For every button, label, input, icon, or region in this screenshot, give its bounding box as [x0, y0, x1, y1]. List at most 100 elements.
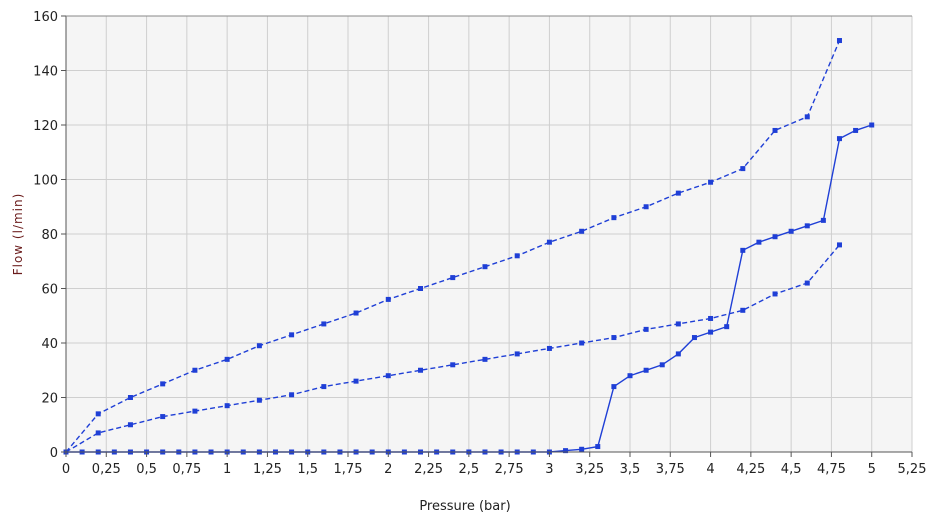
data-point — [418, 286, 424, 291]
data-point — [514, 253, 520, 259]
data-point — [289, 332, 295, 338]
data-point — [563, 448, 569, 454]
data-point — [643, 367, 649, 373]
x-tick-label: 0,75 — [172, 462, 201, 477]
axes — [61, 15, 913, 457]
data-point — [836, 242, 842, 248]
y-tick-label: 120 — [33, 119, 58, 134]
data-point — [708, 329, 714, 335]
x-tick-label: 1 — [223, 462, 231, 477]
data-point — [450, 275, 456, 281]
data-point — [675, 321, 681, 327]
data-point — [127, 395, 133, 400]
data-point — [724, 324, 730, 330]
data-point — [385, 373, 391, 379]
data-point — [627, 373, 633, 379]
data-point — [691, 335, 697, 341]
data-point — [192, 408, 198, 414]
data-point — [788, 228, 794, 234]
y-tick-label: 80 — [41, 228, 58, 243]
data-point — [579, 446, 585, 452]
data-point — [675, 190, 681, 196]
x-tick-label: 3 — [545, 462, 553, 477]
data-point — [595, 444, 601, 450]
data-point — [708, 179, 714, 185]
data-point — [772, 234, 778, 240]
data-point — [546, 345, 552, 351]
data-point — [772, 127, 778, 133]
y-tick-label: 100 — [33, 174, 58, 189]
data-point — [804, 114, 810, 120]
data-point — [321, 321, 327, 327]
data-point — [482, 356, 488, 362]
x-tick-label: 1,5 — [297, 462, 318, 477]
data-point — [740, 247, 746, 253]
data-point — [611, 335, 617, 341]
data-point — [708, 315, 714, 321]
data-point — [820, 217, 826, 223]
x-tick-label: 3,5 — [620, 462, 641, 477]
y-tick-label: 140 — [33, 65, 58, 80]
series-2 — [63, 242, 842, 455]
data-point — [772, 291, 778, 297]
data-point — [160, 381, 166, 387]
y-tick-label: 160 — [33, 10, 58, 25]
data-point — [256, 397, 262, 403]
x-tick-label: 2,75 — [495, 462, 524, 477]
y-tick-label: 60 — [41, 283, 58, 298]
y-tick-labels: 0 20 40 60 80 100 120 140 160 — [33, 10, 58, 461]
data-point — [804, 280, 810, 286]
data-point — [160, 414, 166, 420]
data-point — [804, 223, 810, 229]
data-point — [95, 411, 101, 417]
data-point — [853, 127, 859, 133]
y-axis-title: Flow (l/min) — [11, 193, 25, 276]
x-tick-label: 5,25 — [898, 462, 927, 477]
data-point — [224, 356, 230, 362]
y-tick-label: 20 — [41, 392, 58, 407]
data-point — [256, 343, 262, 349]
x-tick-label: 2 — [384, 462, 392, 477]
data-point — [127, 422, 133, 428]
data-point — [611, 215, 617, 221]
data-point — [418, 367, 424, 373]
y-tick-label: 0 — [50, 446, 58, 461]
data-point — [224, 403, 230, 409]
data-point — [740, 307, 746, 313]
x-tick-label: 1,75 — [334, 462, 363, 477]
data-point — [289, 392, 295, 398]
data-point — [514, 351, 520, 357]
data-point — [579, 228, 585, 234]
data-point — [321, 384, 327, 390]
x-tick-labels: 0 0,25 0,5 0,75 1 1,25 1,5 1,75 2 2,25 2,5 2,75 3 3,2… — [62, 462, 927, 477]
x-tick-label: 3,25 — [575, 462, 604, 477]
data-point — [643, 326, 649, 332]
x-tick-label: 3,75 — [656, 462, 685, 477]
data-point — [353, 310, 359, 316]
data-point — [836, 136, 842, 142]
data-point — [482, 264, 488, 270]
x-tick-label: 0,25 — [92, 462, 121, 477]
x-tick-label: 2,5 — [459, 462, 480, 477]
data-point — [611, 384, 617, 390]
data-point — [95, 430, 101, 436]
data-point — [756, 239, 762, 245]
x-tick-label: 2,25 — [414, 462, 443, 477]
x-tick-label: 1,25 — [253, 462, 282, 477]
data-point — [643, 204, 649, 210]
data-point — [740, 166, 746, 172]
data-point — [546, 239, 552, 245]
data-point — [450, 362, 456, 368]
x-tick-label: 4 — [706, 462, 714, 477]
data-point — [675, 351, 681, 357]
x-tick-label: 0,5 — [136, 462, 157, 477]
y-tick-label: 40 — [41, 337, 58, 352]
x-tick-label: 4,5 — [781, 462, 802, 477]
data-point — [659, 362, 665, 368]
data-point — [385, 296, 391, 302]
x-tick-label: 4,25 — [736, 462, 765, 477]
x-tick-label: 5 — [868, 462, 876, 477]
data-point — [836, 38, 842, 44]
grid — [65, 15, 913, 453]
